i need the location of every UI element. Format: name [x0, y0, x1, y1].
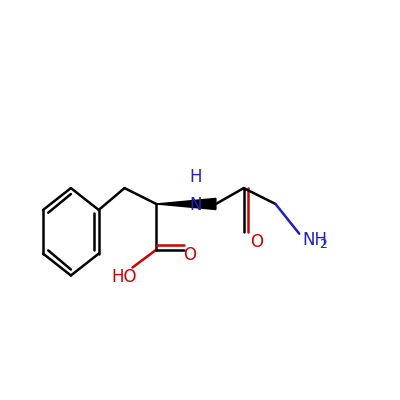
Text: 2: 2: [319, 238, 327, 251]
Text: O: O: [184, 246, 196, 264]
Text: N: N: [190, 196, 202, 214]
Polygon shape: [156, 198, 216, 210]
Text: O: O: [250, 233, 263, 251]
Text: NH: NH: [302, 231, 328, 249]
Text: HO: HO: [112, 268, 137, 286]
Text: H: H: [190, 168, 202, 186]
